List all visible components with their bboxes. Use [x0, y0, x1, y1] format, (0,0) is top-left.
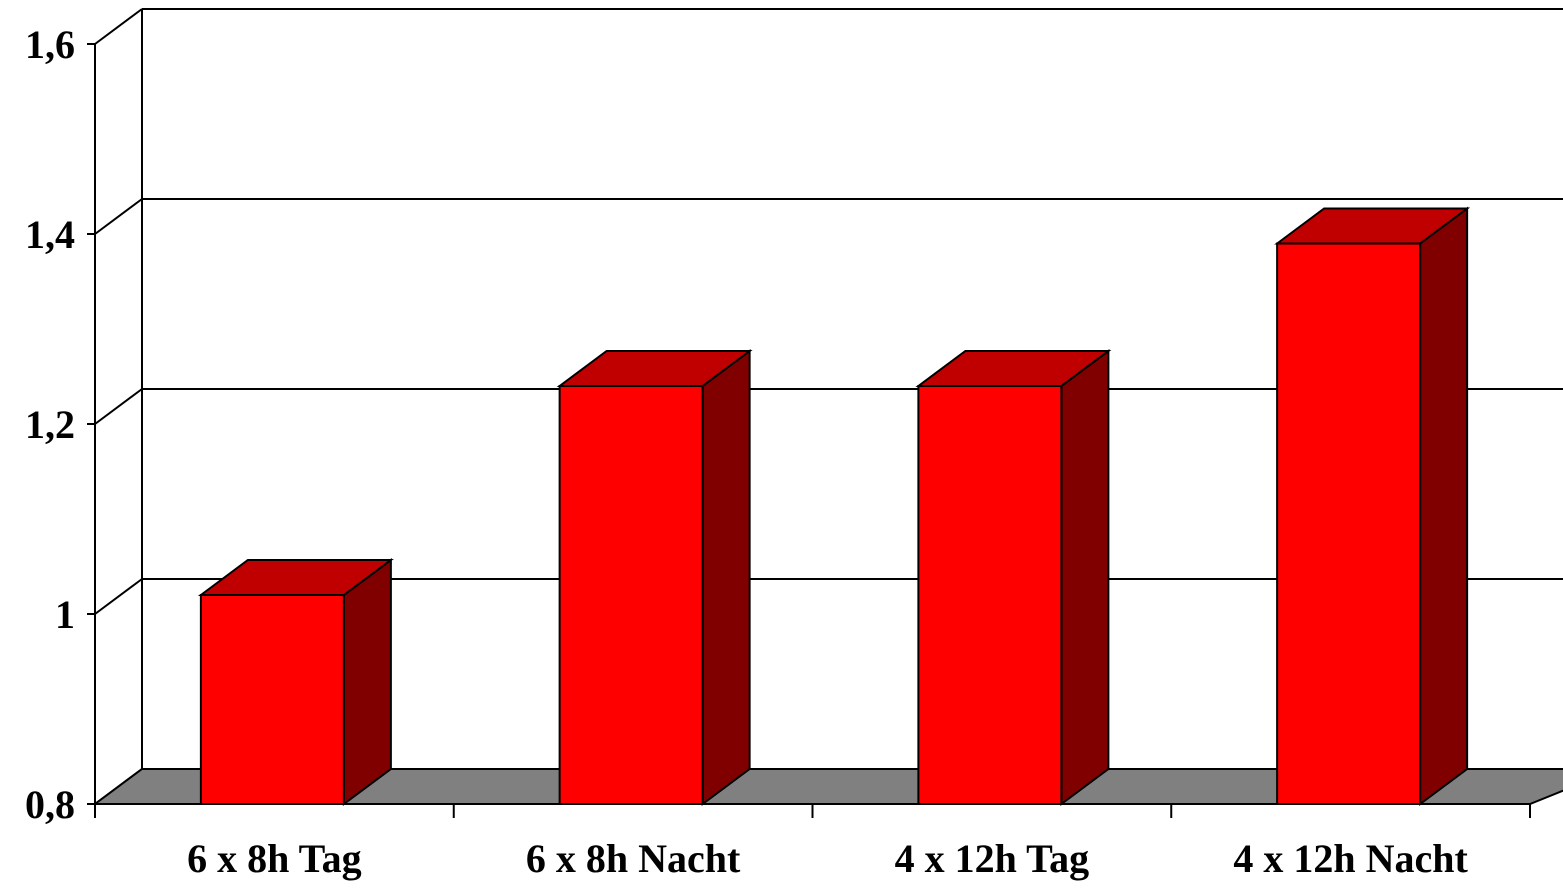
side-wall-gridline [94, 8, 143, 45]
bar [556, 349, 753, 806]
x-tick-label: 6 x 8h Nacht [526, 836, 741, 881]
side-wall-gridline [94, 578, 143, 615]
bar-front-face [917, 385, 1063, 805]
bar-side-face [701, 349, 751, 806]
y-tick-label: 1,4 [25, 212, 75, 257]
y-axis: 0,8 1 1,2 1,4 1,6 [25, 22, 96, 827]
side-wall-gridline [94, 388, 143, 425]
y-tick-label: 1 [55, 592, 75, 637]
bar [915, 349, 1112, 806]
x-axis: 6 x 8h Tag 6 x 8h Nacht 4 x 12h Tag 4 x 12h… [94, 803, 1531, 881]
y-tick-label: 0,8 [25, 782, 75, 827]
bar-side-face [342, 558, 392, 806]
bars [197, 206, 1471, 806]
x-tick-label: 4 x 12h Tag [895, 836, 1090, 881]
bar-side-face [1419, 206, 1469, 806]
y-tick-label: 1,6 [25, 22, 75, 67]
bar-front-face [558, 385, 704, 805]
x-tick-label: 4 x 12h Nacht [1233, 836, 1468, 881]
bar-side-face [1060, 349, 1110, 806]
side-wall-gridline [94, 198, 143, 235]
bar [197, 558, 394, 806]
bar [1274, 206, 1471, 806]
bar-front-face [199, 594, 345, 805]
bar-front-face [1276, 242, 1422, 805]
y-tick-label: 1,2 [25, 402, 75, 447]
x-tick-label: 6 x 8h Tag [187, 836, 362, 881]
